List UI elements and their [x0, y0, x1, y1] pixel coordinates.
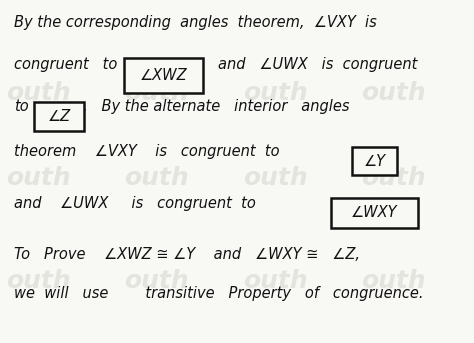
- FancyBboxPatch shape: [124, 58, 202, 93]
- Text: outh: outh: [361, 81, 426, 105]
- Text: outh: outh: [6, 81, 70, 105]
- Text: By the corresponding  angles  theorem,  ∠VXY  is: By the corresponding angles theorem, ∠VX…: [14, 15, 377, 31]
- Text: theorem    ∠VXY    is   congruent  to: theorem ∠VXY is congruent to: [14, 144, 280, 159]
- Text: .   By the alternate   interior   angles: . By the alternate interior angles: [83, 99, 349, 115]
- Text: outh: outh: [243, 81, 307, 105]
- Text: ∠Z: ∠Z: [48, 109, 71, 124]
- Text: ∠XWZ: ∠XWZ: [140, 68, 187, 83]
- Text: outh: outh: [243, 166, 307, 190]
- Text: we  will   use        transitive   Property   of   congruence.: we will use transitive Property of congr…: [14, 286, 424, 301]
- FancyBboxPatch shape: [331, 198, 418, 228]
- FancyBboxPatch shape: [34, 102, 84, 131]
- Text: outh: outh: [124, 166, 189, 190]
- Text: to: to: [14, 99, 29, 115]
- Text: ∠Y: ∠Y: [364, 154, 385, 169]
- FancyBboxPatch shape: [352, 147, 397, 175]
- Text: To   Prove    ∠XWZ ≅ ∠Y    and   ∠WXY ≅   ∠Z,: To Prove ∠XWZ ≅ ∠Y and ∠WXY ≅ ∠Z,: [14, 247, 360, 262]
- Text: and    ∠UWX     is   congruent  to: and ∠UWX is congruent to: [14, 196, 256, 211]
- Text: outh: outh: [6, 166, 70, 190]
- Text: outh: outh: [361, 166, 426, 190]
- Text: outh: outh: [124, 81, 189, 105]
- Text: outh: outh: [243, 269, 307, 293]
- Text: and   ∠UWX   is  congruent: and ∠UWX is congruent: [218, 57, 418, 72]
- Text: outh: outh: [361, 269, 426, 293]
- Text: outh: outh: [124, 269, 189, 293]
- Text: outh: outh: [6, 269, 70, 293]
- Text: congruent   to: congruent to: [14, 57, 118, 72]
- Text: ∠WXY: ∠WXY: [351, 205, 398, 220]
